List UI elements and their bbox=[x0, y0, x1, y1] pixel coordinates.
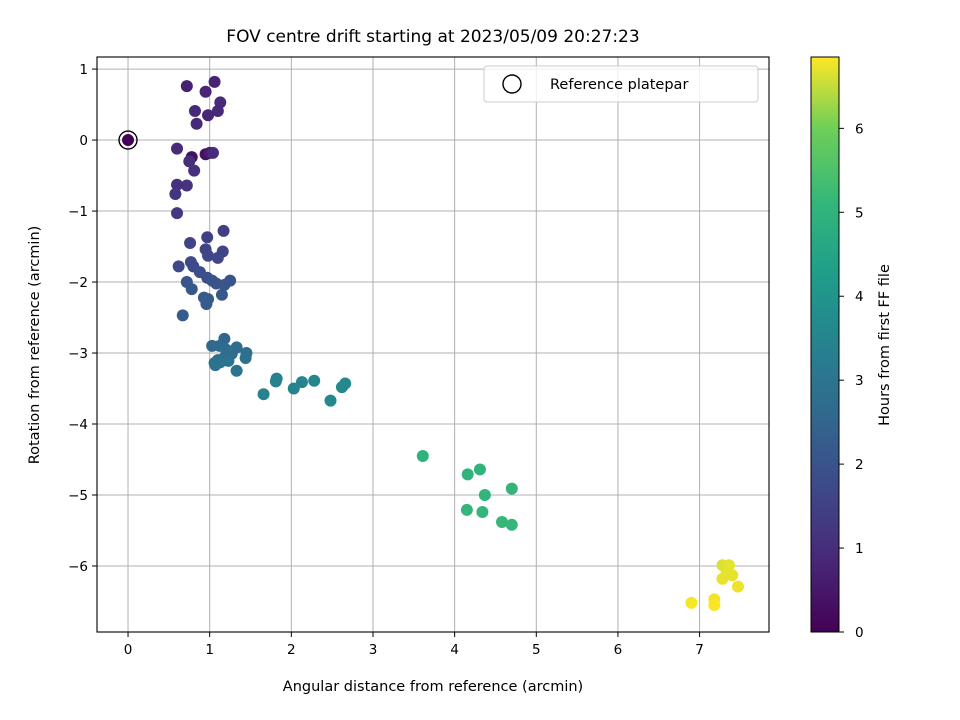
colorbar-tick-label: 3 bbox=[855, 373, 864, 389]
data-point bbox=[726, 569, 739, 582]
colorbar bbox=[811, 57, 839, 632]
data-point bbox=[287, 382, 300, 395]
colorbar-tick-label: 1 bbox=[855, 541, 864, 557]
colorbar-ticks: 0 1 2 3 4 5 6 bbox=[839, 121, 864, 641]
data-point bbox=[211, 104, 224, 117]
data-point bbox=[206, 146, 219, 159]
plot-frame bbox=[96, 56, 770, 633]
data-point bbox=[188, 164, 201, 177]
colorbar-frame bbox=[810, 56, 840, 633]
data-point bbox=[199, 85, 212, 98]
data-point bbox=[180, 179, 193, 192]
y-tick-label: 1 bbox=[79, 62, 88, 78]
data-point bbox=[257, 388, 270, 401]
data-point bbox=[201, 231, 214, 244]
data-point bbox=[731, 580, 744, 593]
reference-point-marker bbox=[118, 130, 138, 150]
x-tick-label: 2 bbox=[287, 642, 296, 658]
colorbar-tick-label: 5 bbox=[855, 205, 864, 221]
data-point bbox=[685, 596, 698, 609]
data-point bbox=[495, 515, 508, 528]
y-tick-label: 0 bbox=[79, 133, 88, 149]
data-point bbox=[239, 351, 252, 364]
colorbar-tick-label: 4 bbox=[855, 289, 864, 305]
colorbar-tick-label: 2 bbox=[855, 457, 864, 473]
data-point bbox=[416, 449, 429, 462]
data-point bbox=[169, 188, 182, 201]
data-point bbox=[172, 260, 185, 273]
data-point bbox=[218, 278, 231, 291]
x-tick-label: 0 bbox=[124, 642, 133, 658]
y-tick-label: −5 bbox=[68, 488, 88, 504]
data-point bbox=[171, 178, 184, 191]
data-point bbox=[708, 599, 721, 612]
grid bbox=[97, 57, 769, 632]
data-point bbox=[171, 142, 184, 155]
data-point bbox=[200, 298, 213, 311]
y-tick-label: −3 bbox=[68, 346, 88, 362]
data-point bbox=[190, 117, 203, 130]
y-axis-label: Rotation from reference (arcmin) bbox=[27, 226, 43, 465]
data-point bbox=[122, 134, 135, 147]
data-point bbox=[295, 376, 308, 389]
data-point bbox=[217, 224, 230, 237]
x-axis-label: Angular distance from reference (arcmin) bbox=[283, 679, 583, 695]
data-point bbox=[215, 288, 228, 301]
legend-label-reference: Reference platepar bbox=[550, 77, 688, 93]
x-tick-label: 3 bbox=[369, 642, 378, 658]
x-tick-label: 7 bbox=[695, 642, 704, 658]
legend: Reference platepar bbox=[483, 65, 759, 103]
data-points bbox=[118, 75, 744, 612]
data-point bbox=[716, 572, 729, 585]
data-point bbox=[230, 364, 243, 377]
x-tick-label: 1 bbox=[205, 642, 214, 658]
data-point bbox=[269, 375, 282, 388]
data-point bbox=[460, 503, 473, 516]
data-point bbox=[183, 155, 196, 168]
y-tick-label: −6 bbox=[68, 559, 88, 575]
x-tick-label: 4 bbox=[450, 642, 459, 658]
data-point bbox=[171, 207, 184, 220]
data-point bbox=[335, 381, 348, 394]
x-tick-label: 6 bbox=[614, 642, 623, 658]
legend-marker-reference bbox=[502, 74, 522, 94]
data-point bbox=[461, 468, 474, 481]
colorbar-tick-label: 0 bbox=[855, 625, 864, 641]
legend-box bbox=[483, 65, 759, 103]
y-tick-label: −1 bbox=[68, 204, 88, 220]
data-point bbox=[185, 283, 198, 296]
data-point bbox=[176, 309, 189, 322]
data-point bbox=[505, 518, 518, 531]
chart-title: FOV centre drift starting at 2023/05/09 … bbox=[226, 27, 639, 47]
data-point bbox=[202, 109, 215, 122]
data-point bbox=[478, 488, 491, 501]
colorbar-label: Hours from first FF file bbox=[877, 264, 893, 426]
data-point bbox=[324, 394, 337, 407]
data-point bbox=[476, 506, 489, 519]
x-tick-label: 5 bbox=[532, 642, 541, 658]
data-point bbox=[208, 75, 221, 88]
data-point bbox=[211, 251, 224, 264]
data-point bbox=[188, 104, 201, 117]
data-point bbox=[180, 80, 193, 93]
data-point bbox=[209, 359, 222, 372]
data-point bbox=[473, 463, 486, 476]
colorbar-tick-label: 6 bbox=[855, 121, 864, 137]
data-point bbox=[505, 482, 518, 495]
data-point bbox=[308, 374, 321, 387]
data-point bbox=[202, 249, 215, 262]
y-tick-label: −4 bbox=[68, 417, 88, 433]
axis-ticks: 0 1 2 3 4 5 6 7 1 0 −1 −2 −3 −4 −5 −6 bbox=[68, 62, 704, 658]
y-tick-label: −2 bbox=[68, 275, 88, 291]
data-point bbox=[184, 236, 197, 249]
